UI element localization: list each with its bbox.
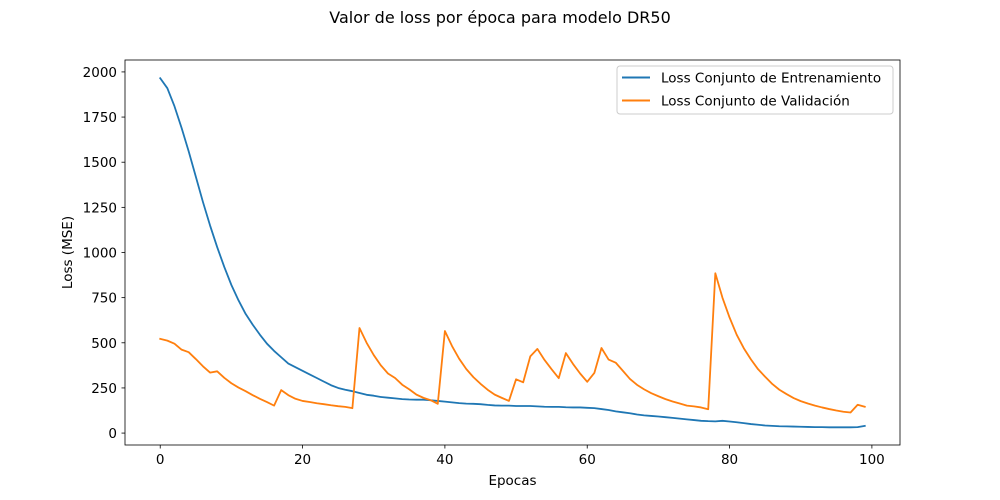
y-axis-label: Loss (MSE): [60, 216, 76, 289]
x-tick-label: 0: [156, 452, 165, 468]
y-tick-label: 1000: [83, 246, 117, 262]
y-axis: 0 250 500 750 1000 1250 1500 1750 2000: [83, 65, 125, 442]
x-axis-label: Epocas: [488, 473, 536, 489]
y-tick-label: 500: [91, 336, 117, 352]
x-tick-label: 100: [859, 452, 885, 468]
legend-label-train: Loss Conjunto de Entrenamiento: [661, 71, 881, 87]
legend: Loss Conjunto de Entrenamiento Loss Conj…: [616, 65, 894, 115]
series-line-validation: [159, 272, 866, 414]
x-tick-label: 40: [436, 452, 453, 468]
legend-label-validation: Loss Conjunto de Validación: [661, 94, 850, 110]
y-tick-label: 0: [108, 426, 117, 442]
plot-background: [125, 60, 900, 445]
series-line-train: [158, 76, 866, 429]
x-tick-label: 20: [294, 452, 311, 468]
legend-box: [616, 65, 894, 115]
y-tick-label: 250: [91, 381, 117, 397]
x-tick-label: 80: [721, 452, 738, 468]
y-tick-label: 750: [91, 291, 117, 307]
x-axis: 0 20 40 60 80 100: [156, 445, 885, 468]
chart-title: Valor de loss por época para modelo DR50: [329, 8, 671, 27]
y-tick-label: 1250: [83, 200, 117, 216]
plot-area: [124, 59, 901, 446]
y-tick-label: 2000: [83, 65, 117, 81]
series-layer: [158, 76, 866, 429]
y-tick-label: 1500: [83, 155, 117, 171]
y-tick-label: 1750: [83, 110, 117, 126]
x-tick-label: 60: [579, 452, 596, 468]
